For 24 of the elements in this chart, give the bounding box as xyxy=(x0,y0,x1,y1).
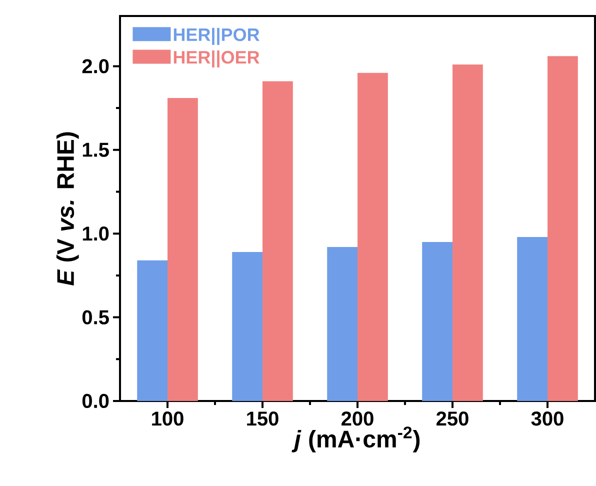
bar xyxy=(517,236,548,401)
x-tick-label: 150 xyxy=(247,412,278,426)
x-tick-label: 200 xyxy=(342,412,374,426)
legend-label: HER||OER xyxy=(174,50,260,68)
bar xyxy=(232,252,263,401)
y-tick-label: 2.0 xyxy=(82,59,109,74)
y-axis-title: E (V vs. RHE) xyxy=(56,132,79,286)
bar xyxy=(262,81,293,401)
bar xyxy=(327,246,358,401)
bar xyxy=(548,56,578,401)
bar xyxy=(422,242,452,401)
x-axis-title: j (mA·cm$^{-2}$) xyxy=(292,426,420,452)
bar xyxy=(168,98,198,401)
x-tick-label: 300 xyxy=(531,412,564,426)
legend-label: HER||POR xyxy=(174,28,260,45)
y-tick-label: 1.0 xyxy=(82,226,109,241)
bar xyxy=(137,260,168,401)
y-tick-label: 0.0 xyxy=(82,394,109,408)
x-tick-label: 250 xyxy=(436,412,468,426)
bar xyxy=(452,64,483,401)
y-tick-label: 1.5 xyxy=(82,142,109,157)
bar xyxy=(358,72,388,401)
x-tick-label: 100 xyxy=(152,412,184,426)
y-tick-label: 0.5 xyxy=(82,310,109,324)
